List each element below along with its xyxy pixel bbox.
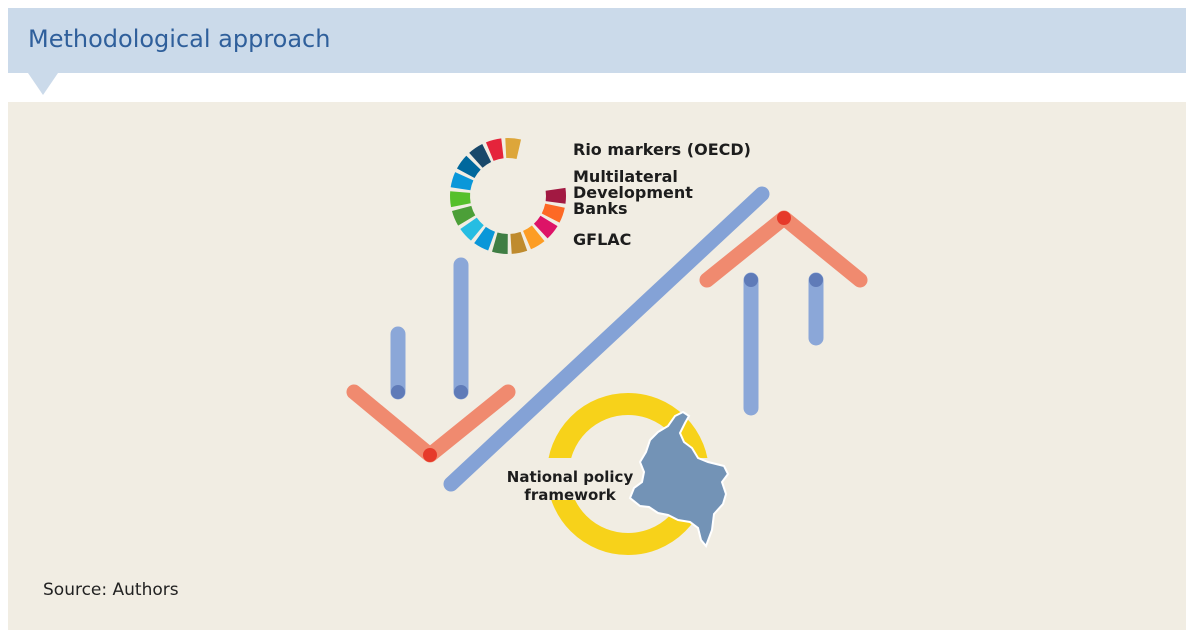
up-arrows-icon [699, 210, 868, 416]
rio-markers-label: Rio markers (OECD) [573, 140, 751, 159]
mdb-label-line1: Multilateral [573, 167, 678, 186]
header-bar: Methodological approach [8, 8, 1186, 73]
sdg-wheel-segment [505, 138, 522, 159]
sdg-wheel-segment [533, 215, 558, 239]
country-map-icon [628, 410, 730, 548]
sdg-wheel-segment [485, 138, 504, 161]
methodology-diagram: Rio markers (OECD) Multilateral Developm… [346, 138, 868, 555]
sdg-wheel-segment [456, 155, 481, 178]
diagonal-connector-line [443, 186, 770, 492]
sdg-wheel-segment [541, 203, 565, 223]
sdg-wheel-segment [469, 144, 492, 168]
sdg-wheel-segment [449, 191, 471, 208]
source-note: Source: Authors [43, 580, 179, 600]
sdg-wheel-segment [450, 172, 474, 191]
page-title: Methodological approach [28, 25, 331, 53]
header-pointer [28, 73, 58, 95]
down-arrows-icon [346, 257, 516, 463]
sdg-wheel-segment [523, 225, 545, 250]
sdg-wheel-icon [449, 138, 566, 254]
yellow-cycle-icon [548, 393, 708, 555]
national-policy-label-line1: National policy [507, 468, 634, 486]
gflac-label: GFLAC [573, 230, 631, 249]
mdb-label-line3: Banks [573, 199, 628, 218]
sdg-wheel-segment [492, 232, 508, 254]
sdg-wheel-segment [510, 231, 528, 254]
sdg-wheel-segment [474, 226, 496, 251]
sdg-wheel-segment [545, 187, 566, 204]
sdg-wheel-segment [451, 205, 476, 226]
mdb-label-line2: Development [573, 183, 693, 202]
diagram-panel: Rio markers (OECD) Multilateral Developm… [8, 102, 1186, 630]
sdg-wheel-segment [460, 217, 484, 241]
national-policy-label-line2: framework [524, 486, 616, 504]
